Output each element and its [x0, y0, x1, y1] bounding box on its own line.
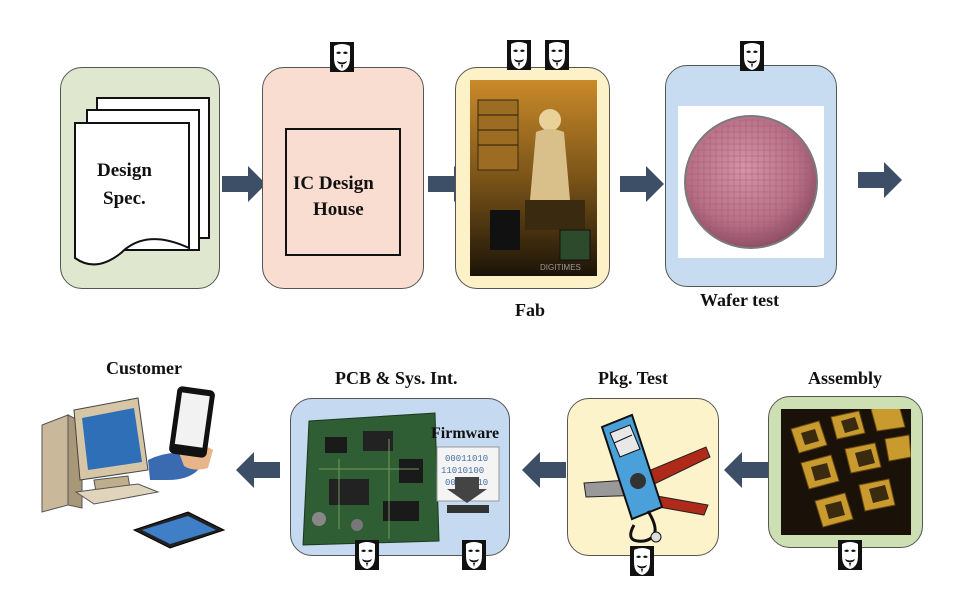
document-stack-icon	[74, 97, 210, 266]
arrow-right-icon	[620, 166, 664, 202]
fab-box: DIGITIMES	[455, 67, 610, 289]
wafer-photo	[684, 115, 818, 249]
assembly-box	[768, 396, 923, 548]
attacker-mask-icon	[330, 42, 354, 72]
pcb-sys-int-box: Firmware 00011010 11010100 00111110	[290, 398, 510, 556]
arrow-left-icon	[724, 452, 768, 488]
arrow-left-icon	[522, 452, 566, 488]
fab-cleanroom-photo: DIGITIMES	[470, 80, 597, 276]
wafer-test-box	[665, 65, 837, 287]
arrow-right-icon	[858, 162, 902, 198]
assembly-label: Assembly	[808, 368, 883, 388]
fab-label: Fab	[515, 300, 546, 320]
customer-devices-illustration	[41, 386, 226, 549]
pcb-sys-int-label: PCB & Sys. Int.	[335, 368, 458, 388]
firmware-chip-icon: 00011010 11010100 00111110	[436, 446, 500, 513]
fab-photo-watermark: DIGITIMES	[540, 263, 581, 272]
packaged-chips-photo	[781, 409, 911, 535]
attacker-mask-icon	[462, 540, 486, 570]
pkg-test-label: Pkg. Test	[598, 368, 669, 388]
attacker-mask-icon	[355, 540, 379, 570]
firmware-bits-1: 00011010	[445, 454, 488, 464]
pcb-board-photo	[302, 412, 440, 546]
firmware-label: Firmware	[431, 425, 500, 442]
design-spec-line2: Spec.	[103, 188, 146, 209]
customer-label: Customer	[106, 358, 182, 378]
firmware-bits-2: 11010100	[441, 466, 484, 476]
arrow-left-icon	[236, 452, 280, 488]
attacker-mask-icon	[507, 40, 531, 70]
wafer-test-label: Wafer test	[700, 290, 780, 310]
ic-design-house-frame	[285, 128, 401, 256]
ic-design-house-line1: IC Design	[293, 173, 374, 194]
design-spec-line1: Design	[97, 160, 152, 181]
design-spec-box: Design Spec.	[60, 67, 220, 289]
attacker-mask-icon	[545, 40, 569, 70]
attacker-mask-icon	[838, 540, 862, 570]
multimeter-tools-illustration	[583, 413, 711, 543]
ic-design-house-line2: House	[313, 199, 364, 220]
ic-design-house-box: IC Design House	[262, 67, 424, 289]
attacker-mask-icon	[630, 546, 654, 576]
attacker-mask-icon	[740, 41, 764, 71]
pkg-test-box	[567, 398, 719, 556]
